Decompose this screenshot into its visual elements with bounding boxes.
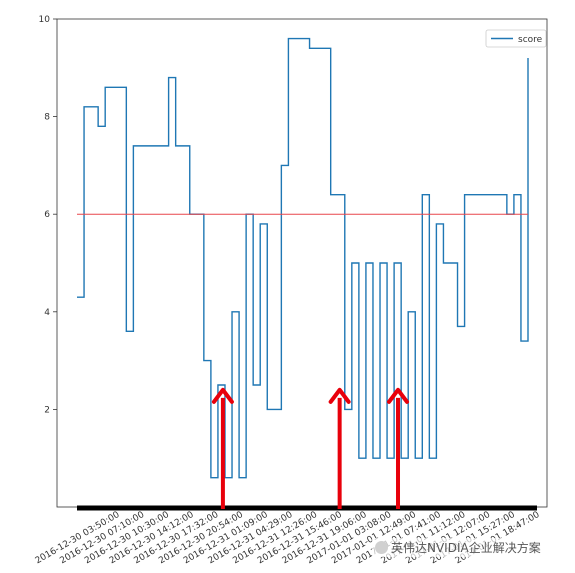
y-tick-label: 8 [44, 113, 50, 123]
axes-frame [56, 18, 548, 511]
watermark-text: 英伟达NVIDIA企业解决方案 [391, 541, 541, 555]
annotation-arrow [328, 387, 351, 509]
y-tick-label: 6 [44, 210, 50, 220]
legend: score [485, 29, 547, 48]
wechat-icon [375, 541, 388, 554]
watermark: 英伟达NVIDIA企业解决方案 [372, 538, 544, 557]
arrow-head [387, 387, 410, 404]
arrow-head [211, 387, 234, 404]
arrow-head [328, 387, 351, 404]
annotation-arrow [211, 387, 234, 509]
legend-box [485, 29, 547, 48]
annotation-arrows [211, 387, 410, 509]
plot-area [56, 18, 548, 508]
y-tick-label: 10 [39, 15, 51, 25]
y-axis-ticks: 2 4 6 8 10 [39, 15, 57, 415]
y-tick-label: 4 [44, 308, 50, 318]
legend-label-score: score [518, 35, 543, 45]
y-tick-label: 2 [44, 405, 50, 415]
series-layer [77, 37, 529, 479]
annotation-arrow [387, 387, 410, 509]
series-line-score [77, 37, 529, 479]
